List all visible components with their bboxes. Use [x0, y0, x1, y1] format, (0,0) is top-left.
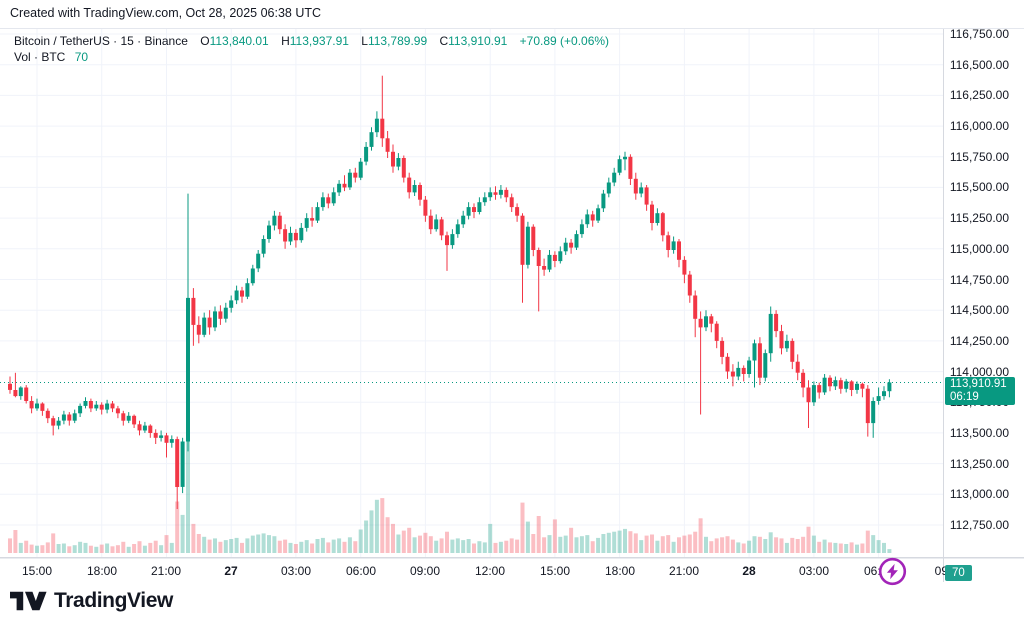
volume-value: 70: [74, 50, 89, 64]
legend-row-main: Bitcoin / TetherUS · 15 · Binance O113,8…: [14, 34, 609, 48]
price-axis-label: 114,000.00: [949, 365, 1009, 379]
time-axis-label: 18:00: [604, 564, 636, 578]
volume-label: Vol · BTC: [14, 50, 66, 64]
price-change: +70.89 (+0.06%): [519, 34, 610, 48]
price-axis-label: 112,750.00: [949, 518, 1009, 532]
price-axis-label: 116,500.00: [949, 58, 1009, 72]
time-axis-label: 15:00: [539, 564, 571, 578]
chart-pane[interactable]: Bitcoin / TetherUS · 15 · Binance O113,8…: [0, 27, 1024, 586]
time-axis-label: 06:00: [345, 564, 377, 578]
time-axis-label: 03:00: [280, 564, 312, 578]
time-axis-label: 09:00: [409, 564, 441, 578]
tradingview-logo-text: TradingView: [54, 589, 173, 612]
ohlc-close: C113,910.91: [439, 34, 508, 48]
price-axis-label: 115,500.00: [949, 180, 1009, 194]
tradingview-logo-mark-icon: [10, 591, 47, 611]
time-axis[interactable]: 15:00 18:00 21:00 27 03:00 06:00 09:00 12:00 15:…: [0, 557, 1024, 581]
ohlc-low: L113,789.99: [361, 34, 428, 48]
time-axis-label: 21:00: [150, 564, 182, 578]
price-axis-label: 113,250.00: [949, 457, 1009, 471]
lightning-bolt-icon: [886, 563, 898, 580]
bar-countdown: 06:19: [950, 391, 979, 403]
current-price-value: 113,910.91: [950, 378, 1007, 390]
price-axis-label: 115,750.00: [949, 150, 1009, 164]
time-axis-label: 15:00: [21, 564, 53, 578]
legend-row-volume: Vol · BTC 70: [14, 50, 88, 64]
price-axis-label: 114,500.00: [949, 303, 1009, 317]
candlestick-chart[interactable]: [0, 29, 1024, 582]
time-axis-label: 03:00: [798, 564, 830, 578]
price-axis-label: 116,250.00: [949, 88, 1009, 102]
price-axis-label: 114,750.00: [949, 273, 1009, 287]
time-axis-label: 28: [742, 564, 756, 578]
time-axis-label: 21:00: [668, 564, 700, 578]
price-axis-label: 113,000.00: [949, 487, 1009, 501]
time-axis-label: 27: [224, 564, 238, 578]
price-axis-label: 116,000.00: [949, 119, 1009, 133]
price-axis[interactable]: 116,750.00 116,500.00 116,250.00 116,000.00…: [943, 27, 1024, 582]
symbol-title: Bitcoin / TetherUS · 15 · Binance: [14, 34, 188, 48]
attribution-text: Created with TradingView.com, Oct 28, 20…: [10, 6, 322, 20]
time-axis-label: 12:00: [474, 564, 506, 578]
current-price-badge: 113,910.91 06:19: [945, 377, 1015, 405]
ohlc-open: O113,840.01: [200, 34, 269, 48]
tradingview-logo[interactable]: TradingView: [10, 588, 173, 614]
price-axis-label: 116,750.00: [949, 27, 1009, 41]
price-axis-label: 114,250.00: [949, 334, 1009, 348]
price-axis-label: 115,000.00: [949, 242, 1009, 256]
price-axis-label: 115,250.00: [949, 211, 1009, 225]
time-axis-label: 18:00: [86, 564, 118, 578]
flash-snapshot-icon[interactable]: [877, 556, 908, 587]
volume-axis-badge: 70: [945, 565, 972, 581]
ohlc-high: H113,937.91: [281, 34, 349, 48]
price-axis-label: 113,500.00: [949, 426, 1009, 440]
